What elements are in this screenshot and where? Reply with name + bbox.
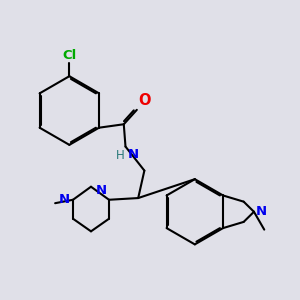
Text: O: O <box>138 94 151 109</box>
Text: N: N <box>96 184 107 197</box>
Text: N: N <box>256 205 267 218</box>
Text: H: H <box>116 149 124 162</box>
Text: N: N <box>128 148 140 161</box>
Text: N: N <box>58 193 70 206</box>
Text: Cl: Cl <box>62 49 76 62</box>
